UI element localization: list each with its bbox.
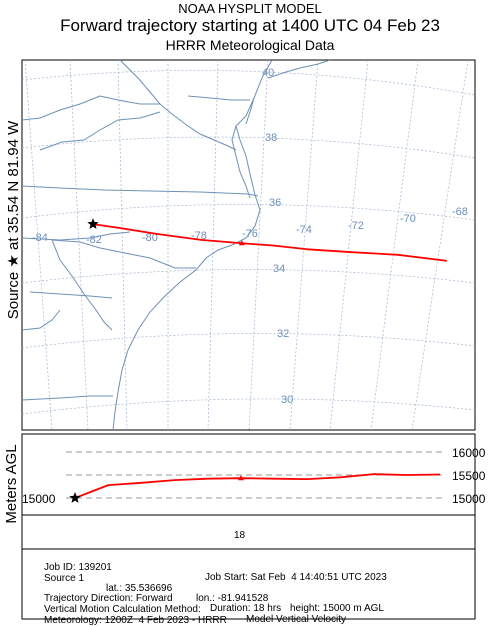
parallel <box>22 70 475 96</box>
lon-label: -80 <box>142 232 158 244</box>
lon-label: -76 <box>242 228 258 240</box>
vertical-method-value: Model Vertical Velocity <box>246 614 347 625</box>
star-icon <box>69 492 81 503</box>
long-island <box>267 67 301 79</box>
trajectory-point <box>349 251 351 253</box>
parallel <box>22 333 475 349</box>
vertical-method-label: Vertical Motion Calculation Method: <box>44 604 201 615</box>
trajectory-point <box>273 244 276 247</box>
state-boundary <box>187 95 250 101</box>
triangle-icon <box>237 475 244 481</box>
height-tick-label: 16000 <box>452 446 486 460</box>
source-lat: lat.: 35.536696 <box>106 583 173 594</box>
lat-label: 36 <box>269 197 281 209</box>
state-boundary <box>29 291 113 299</box>
state-boundary <box>51 239 196 269</box>
state-boundary <box>22 95 101 121</box>
lon-label: -72 <box>348 220 364 232</box>
lat-label: 30 <box>281 394 293 406</box>
trajectory-point <box>397 254 399 256</box>
parallel <box>22 269 475 284</box>
map-panel: -84 -82 -80 -78 -76 -74 -72 -70 -68 40 3… <box>21 59 476 431</box>
source-height: height: 15000 m AGL <box>290 603 384 614</box>
coastline-and-state-boundaries <box>22 60 331 430</box>
meridian <box>329 60 369 430</box>
lat-label: 32 <box>277 328 289 340</box>
height-tick-label: 15500 <box>452 469 486 483</box>
model-title: NOAA HYSPLIT MODEL <box>178 1 322 16</box>
info-line-3: Trajectory Direction: Forward Duration: … <box>44 584 281 614</box>
meridian <box>69 60 89 430</box>
state-boundary <box>119 60 237 151</box>
info-line-2: Source 1 lat.: 35.536696 lon.: -81.94152… <box>44 564 384 614</box>
latitude-labels: 40 38 36 34 32 30 <box>262 67 293 406</box>
trajectory <box>87 218 448 262</box>
time-axis-frame <box>21 514 476 550</box>
trajectory-point <box>200 239 202 241</box>
longitude-labels: -84 -82 -80 -78 -76 -74 -72 -70 -68 <box>32 206 468 246</box>
info-line-5: Meteorology: 1200Z 4 Feb 2023 - HRRR <box>44 606 227 626</box>
lon-label: -70 <box>400 213 416 225</box>
state-boundary <box>99 95 160 105</box>
met-data-title: HRRR Meteorological Data <box>165 37 335 53</box>
trajectory-title: Forward trajectory starting at 1400 UTC … <box>60 16 440 35</box>
trajectory-direction: Trajectory Direction: Forward <box>44 593 173 604</box>
state-boundary <box>51 239 113 331</box>
lat-label: 34 <box>273 263 285 275</box>
meridian <box>117 60 128 430</box>
job-id: Job ID: 139201 <box>44 562 112 573</box>
lat-label: 40 <box>262 67 274 79</box>
height-tick-label-left: 15000 <box>22 492 56 506</box>
map-frame <box>21 59 476 431</box>
trajectory-duration: Duration: 18 hrs <box>210 603 282 614</box>
parallel <box>22 136 475 159</box>
star-icon <box>87 218 99 229</box>
lat-label: 38 <box>265 132 277 144</box>
job-start: Job Start: Sat Feb 4 14:40:51 UTC 2023 <box>205 572 387 583</box>
source-number: Source 1 <box>44 573 85 584</box>
height-tick-label: 15000 <box>452 492 486 506</box>
source-lon: lon.: -81.941528 <box>196 593 269 604</box>
info-line-1: Job ID: 139201 Job Start: Sat Feb 4 14:4… <box>44 553 387 583</box>
meteorology-info: Meteorology: 1200Z 4 Feb 2023 - HRRR <box>44 615 227 626</box>
state-boundary <box>22 185 259 197</box>
meridian <box>289 60 319 430</box>
trajectory-point <box>156 233 159 235</box>
triangle-icon <box>238 240 245 246</box>
parallel <box>22 398 475 415</box>
trajectory-point <box>445 259 448 262</box>
time-axis-label: 18 <box>234 530 246 541</box>
lon-label: -82 <box>86 234 102 246</box>
meridian <box>24 60 53 430</box>
trajectory-point <box>118 227 120 229</box>
state-boundary <box>22 231 131 241</box>
state-boundary <box>39 111 161 151</box>
state-boundary <box>22 309 61 331</box>
height-series <box>69 473 441 503</box>
trajectory-line <box>92 223 447 262</box>
info-frame <box>21 548 476 620</box>
trajectory-point <box>308 248 311 251</box>
height-panel: 16000 15500 15000 15000 <box>21 433 486 516</box>
new-england-coast <box>299 60 331 69</box>
chesapeake-bay <box>231 125 251 199</box>
info-line-4: Vertical Motion Calculation Method: Mode… <box>44 595 346 625</box>
lon-label: -68 <box>452 206 468 218</box>
lon-label: -74 <box>296 224 312 236</box>
state-boundary <box>22 395 113 401</box>
parallel <box>22 204 475 221</box>
delaware-bay <box>245 97 255 125</box>
height-line <box>74 473 441 499</box>
meridian <box>207 60 219 430</box>
lon-label: -84 <box>32 232 48 244</box>
graticule <box>22 60 475 430</box>
